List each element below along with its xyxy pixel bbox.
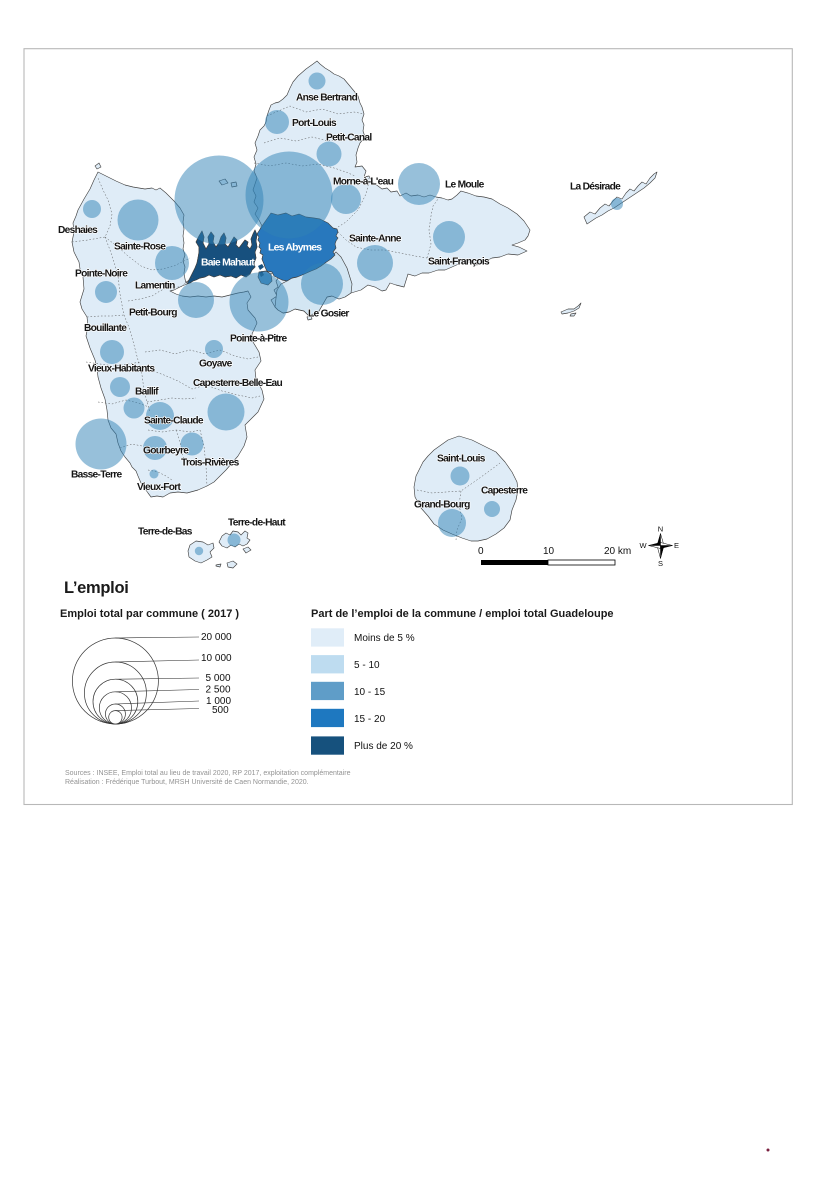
svg-text:Saint-Louis: Saint-Louis [437, 454, 486, 465]
svg-text:5 000: 5 000 [206, 673, 231, 684]
svg-text:Le Moule: Le Moule [445, 180, 485, 191]
svg-text:L’emploi: L’emploi [64, 579, 129, 597]
svg-text:Trois-Rivières: Trois-Rivières [181, 458, 240, 469]
svg-text:Part de l’emploi de la commune: Part de l’emploi de la commune / emploi … [311, 608, 614, 620]
svg-text:10: 10 [543, 546, 555, 557]
svg-text:Capesterre: Capesterre [481, 486, 528, 497]
svg-text:Grand-Bourg: Grand-Bourg [414, 500, 470, 511]
svg-text:10 - 15: 10 - 15 [354, 687, 386, 698]
svg-text:Lamentin: Lamentin [135, 281, 175, 292]
svg-text:E: E [674, 541, 679, 550]
svg-text:Baillif: Baillif [135, 387, 159, 398]
svg-text:Basse-Terre: Basse-Terre [71, 470, 122, 481]
svg-text:Bouillante: Bouillante [84, 323, 127, 334]
svg-text:Sainte-Claude: Sainte-Claude [144, 416, 204, 427]
svg-text:Réalisation : Frédérique Turbo: Réalisation : Frédérique Turbout, MRSH U… [65, 779, 309, 786]
svg-text:Vieux-Habitants: Vieux-Habitants [88, 364, 155, 375]
svg-text:Pointe-à-Pitre: Pointe-à-Pitre [230, 334, 287, 345]
svg-text:W: W [639, 541, 647, 550]
svg-text:Terre-de-Bas: Terre-de-Bas [138, 527, 193, 538]
svg-text:Deshaies: Deshaies [58, 225, 98, 236]
svg-text:N: N [658, 525, 663, 534]
svg-text:10 000: 10 000 [201, 653, 232, 664]
svg-text:S: S [658, 559, 663, 568]
svg-text:Sainte-Anne: Sainte-Anne [349, 234, 402, 245]
svg-text:20 000: 20 000 [201, 632, 232, 643]
svg-text:500: 500 [212, 705, 229, 716]
svg-text:Morne-à-L'eau: Morne-à-L'eau [333, 177, 394, 188]
svg-text:2 500: 2 500 [206, 685, 231, 696]
svg-text:Saint-François: Saint-François [428, 257, 490, 268]
svg-text:Pointe-Noire: Pointe-Noire [75, 269, 128, 280]
svg-text:1 000: 1 000 [206, 696, 231, 707]
svg-text:15 - 20: 15 - 20 [354, 714, 386, 725]
svg-text:Capesterre-Belle-Eau: Capesterre-Belle-Eau [193, 378, 283, 389]
svg-text:Petit-Bourg: Petit-Bourg [129, 308, 177, 319]
svg-text:0: 0 [478, 546, 484, 557]
svg-text:Petit-Canal: Petit-Canal [326, 133, 372, 144]
svg-text:Vieux-Fort: Vieux-Fort [137, 482, 181, 493]
svg-text:Le Gosier: Le Gosier [308, 309, 349, 320]
svg-text:Moins de 5 %: Moins de 5 % [354, 633, 415, 644]
svg-text:Emploi total par commune ( 201: Emploi total par commune ( 2017 ) [60, 608, 239, 620]
svg-text:Baie Mahaut: Baie Mahaut [201, 258, 255, 269]
svg-text:Gourbeyre: Gourbeyre [143, 446, 189, 457]
svg-text:Sources : INSEE, Emploi total: Sources : INSEE, Emploi total au lieu de… [65, 770, 351, 777]
svg-text:5 - 10: 5 - 10 [354, 660, 380, 671]
svg-text:Anse Bertrand: Anse Bertrand [296, 93, 358, 104]
svg-text:Plus de 20 %: Plus de 20 % [354, 741, 413, 752]
svg-text:Les Abymes: Les Abymes [268, 243, 322, 254]
svg-text:La Désirade: La Désirade [570, 182, 621, 193]
svg-text:20 km: 20 km [604, 546, 631, 557]
svg-text:Terre-de-Haut: Terre-de-Haut [228, 518, 286, 529]
svg-text:Goyave: Goyave [199, 359, 233, 370]
svg-text:Sainte-Rose: Sainte-Rose [114, 242, 166, 253]
svg-text:Port-Louis: Port-Louis [292, 118, 337, 129]
